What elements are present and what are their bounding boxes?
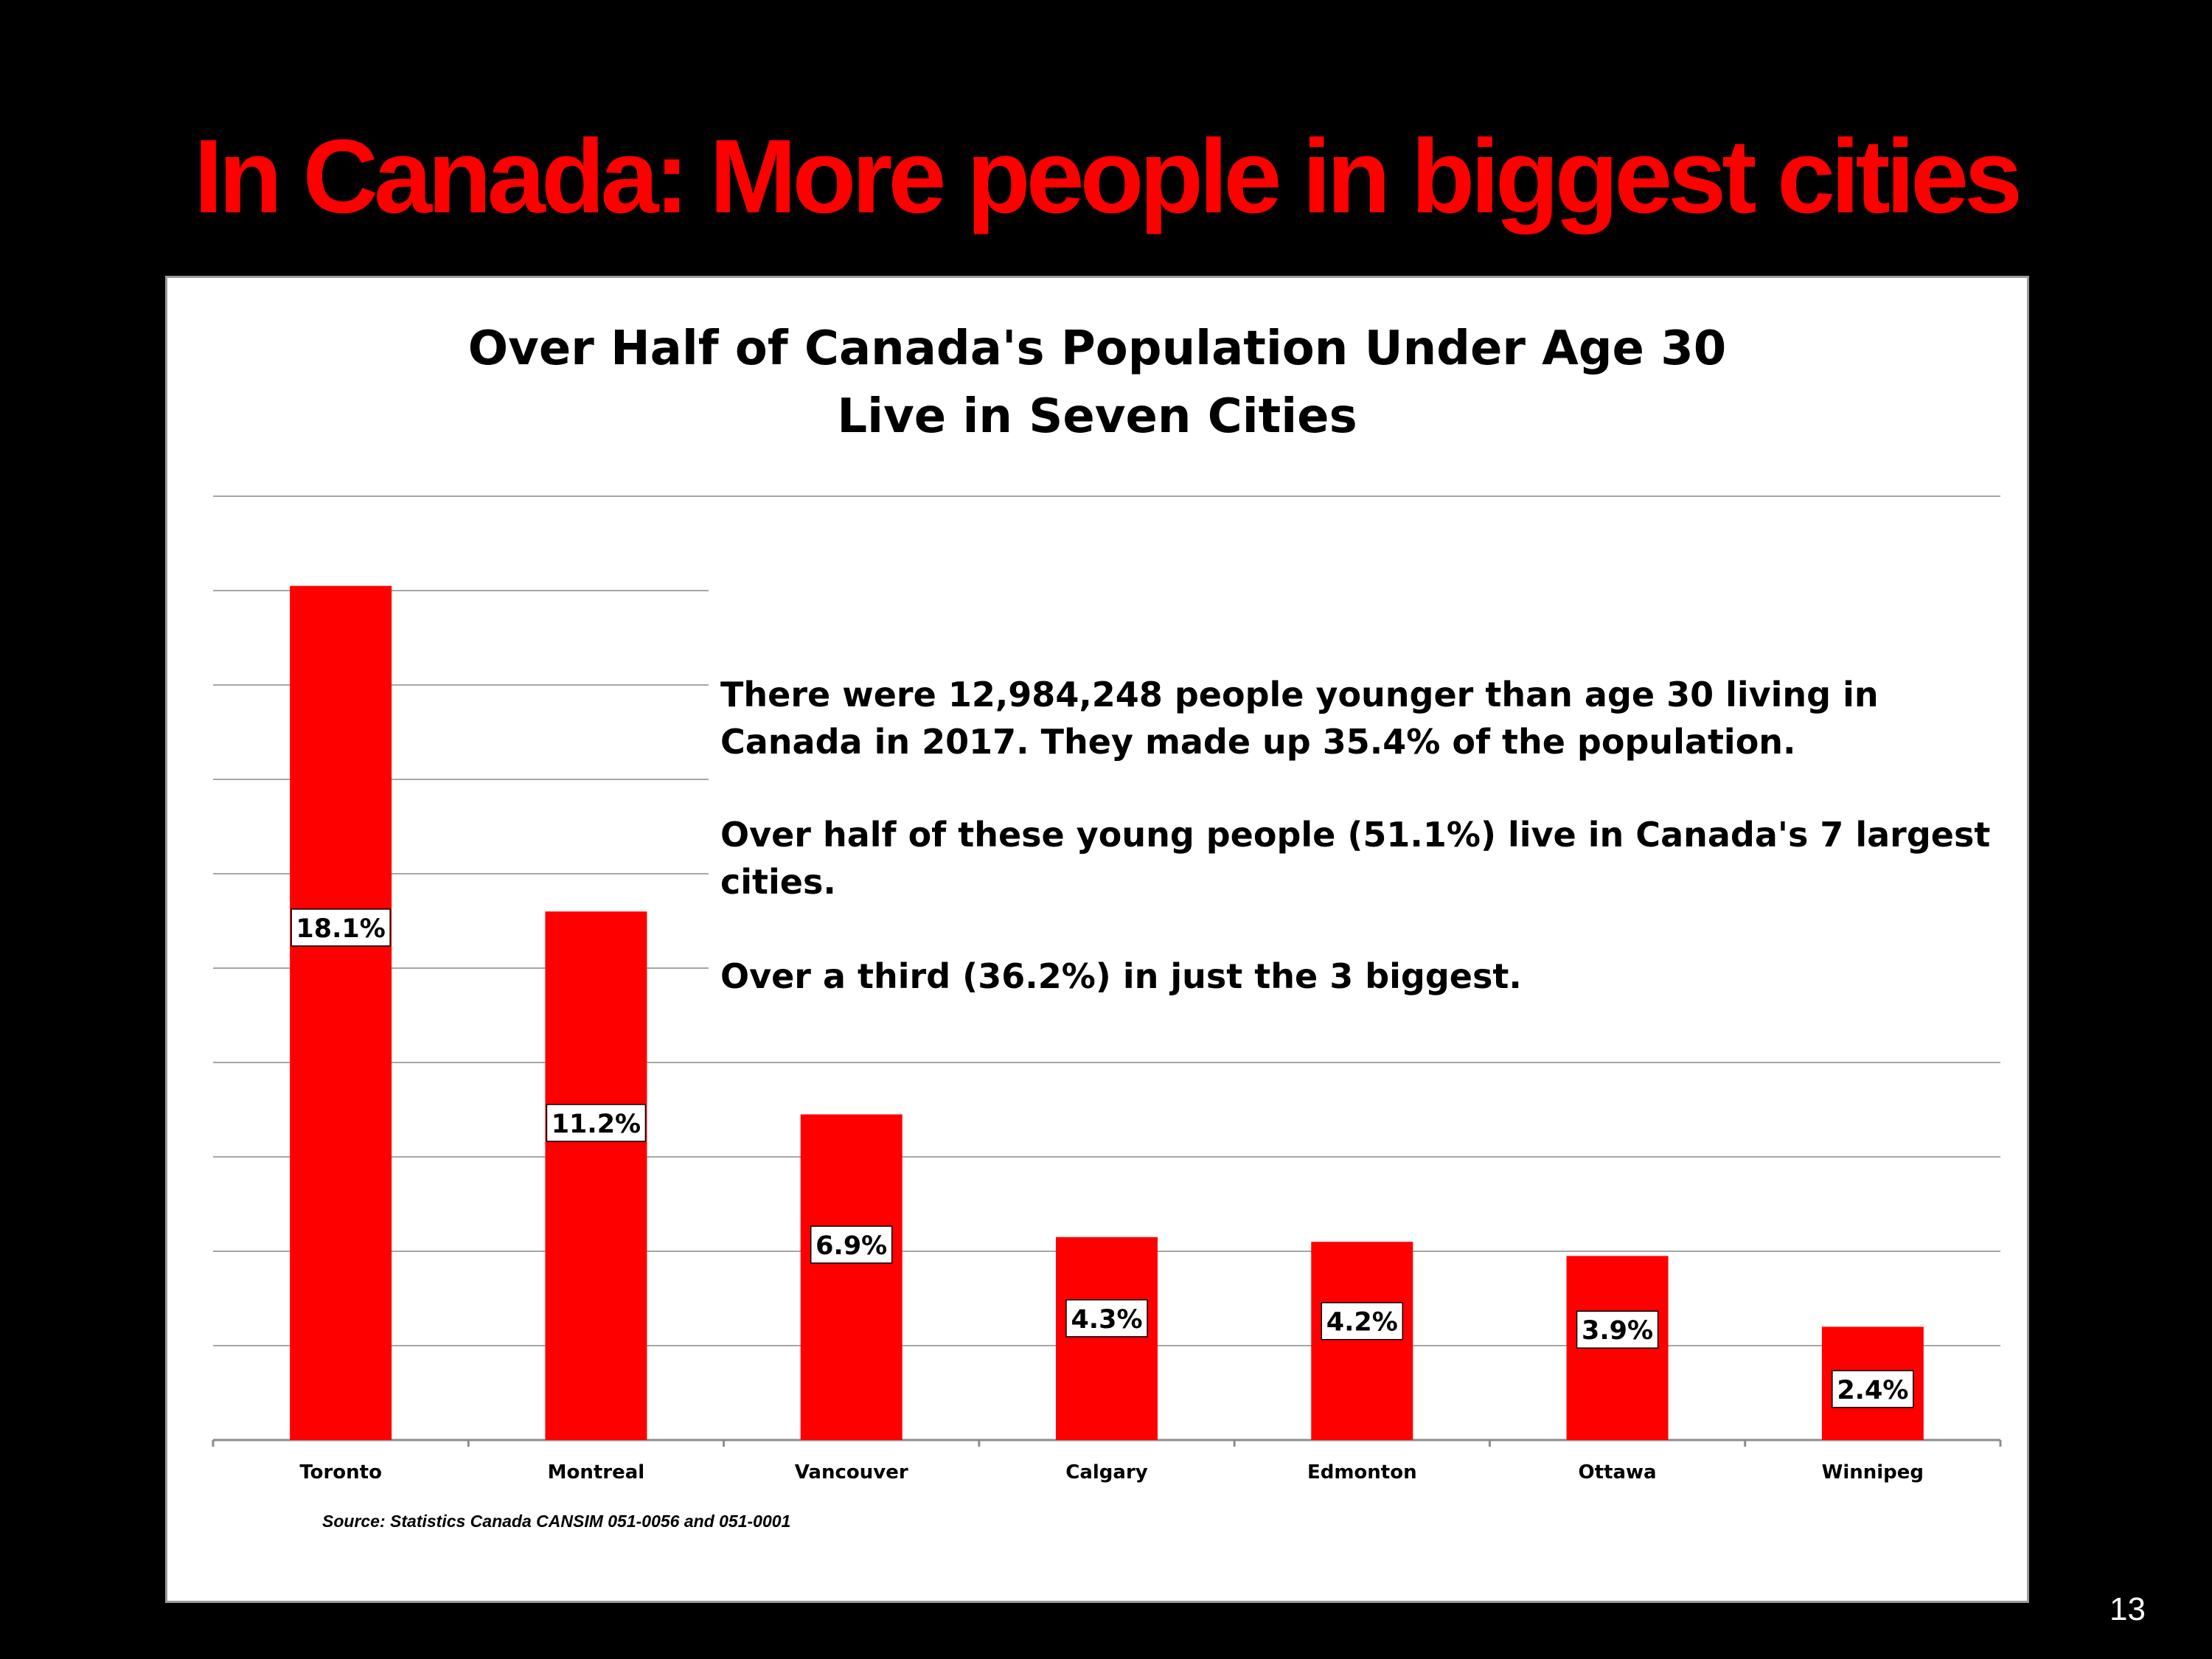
- data-label: 4.2%: [1326, 1308, 1398, 1338]
- data-label: 18.1%: [296, 914, 385, 944]
- category-label: Montreal: [548, 1461, 645, 1484]
- chart-panel: Over Half of Canada's Population Under A…: [165, 276, 2029, 1603]
- chart-title-line-2: Live in Seven Cities: [837, 389, 1357, 444]
- category-label: Ottawa: [1579, 1461, 1657, 1484]
- data-label-box: [1832, 1370, 1914, 1408]
- category-label: Edmonton: [1307, 1461, 1417, 1484]
- annotation-half: Over half of these young people (51.1%) …: [720, 815, 1991, 902]
- page-number: 13: [2110, 1591, 2146, 1627]
- data-label-box: [810, 1225, 893, 1264]
- bar-chart: 18.1% Toronto 11.2% Montreal 6.9% Vancouver 4.…: [212, 495, 2002, 1484]
- annotation-total: There were 12,984,248 people younger tha…: [720, 675, 1879, 762]
- bar-vancouver: [800, 1114, 902, 1440]
- data-label-box: [1576, 1310, 1659, 1349]
- data-label: 3.9%: [1582, 1316, 1653, 1346]
- chart-title: Over Half of Canada's Population Under A…: [167, 315, 2027, 451]
- bar-toronto: [290, 585, 392, 1440]
- data-label: 2.4%: [1837, 1376, 1908, 1405]
- data-label-box: [546, 1104, 647, 1142]
- data-label-box: [1321, 1301, 1404, 1340]
- data-label: 11.2%: [552, 1110, 641, 1139]
- annotation-third: Over a third (36.2%) in just the 3 bigge…: [720, 956, 1522, 996]
- slide-title: In Canada: More people in biggest cities: [193, 118, 2023, 235]
- data-label: 6.9%: [815, 1231, 887, 1261]
- category-label: Winnipeg: [1822, 1461, 1924, 1484]
- bar-montreal: [545, 911, 647, 1440]
- category-label: Vancouver: [795, 1461, 908, 1484]
- bar-edmonton: [1311, 1242, 1413, 1440]
- bar-calgary: [1056, 1237, 1158, 1440]
- data-label: 4.3%: [1071, 1305, 1142, 1335]
- category-label: Toronto: [299, 1461, 382, 1484]
- category-label: Calgary: [1065, 1461, 1148, 1484]
- data-label-box: [291, 908, 391, 947]
- data-label-box: [1065, 1299, 1148, 1338]
- chart-title-line-1: Over Half of Canada's Population Under A…: [467, 321, 1727, 376]
- source-note: Source: Statistics Canada CANSIM 051-005…: [322, 1512, 791, 1531]
